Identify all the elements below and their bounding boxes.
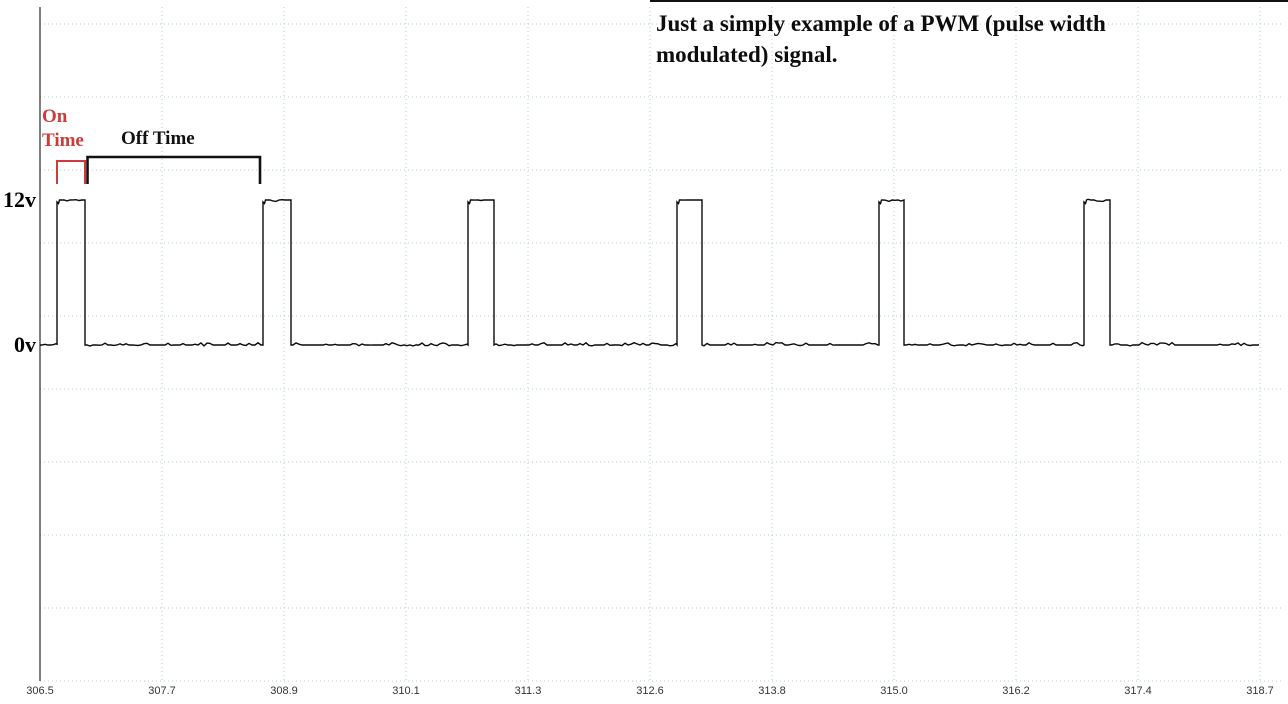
x-tick-label: 316.2 [1002, 685, 1030, 697]
chart-title-line2: modulated) signal. [656, 42, 838, 67]
x-tick-label: 310.1 [392, 685, 420, 697]
x-tick-label: 307.7 [148, 685, 176, 697]
x-tick-label: 313.8 [758, 685, 786, 697]
top-border-line [650, 0, 1288, 2]
chart-title-line1: Just a simply example of a PWM (pulse wi… [656, 11, 1106, 36]
pwm-signal-trace [40, 198, 1259, 348]
x-tick-label: 308.9 [270, 685, 298, 697]
chart-title: Just a simply example of a PWM (pulse wi… [656, 8, 1226, 70]
x-tick-label: 312.6 [636, 685, 664, 697]
on-time-label-line1: On [42, 106, 68, 127]
y-axis-label-0v: 0v [14, 332, 36, 357]
x-tick-label: 306.5 [26, 685, 54, 697]
on-time-label: On Time [42, 105, 84, 153]
off-time-bracket [86, 155, 262, 184]
y-axis-label-12v: 12v [3, 187, 36, 212]
on-time-label-line2: Time [42, 130, 84, 151]
x-tick-label: 311.3 [515, 685, 542, 697]
x-tick-label: 315.0 [880, 685, 908, 697]
x-tick-label: 318.7 [1246, 685, 1274, 697]
on-time-bracket [56, 160, 86, 184]
x-tick-label: 317.4 [1124, 685, 1152, 697]
off-time-label: Off Time [121, 128, 195, 149]
